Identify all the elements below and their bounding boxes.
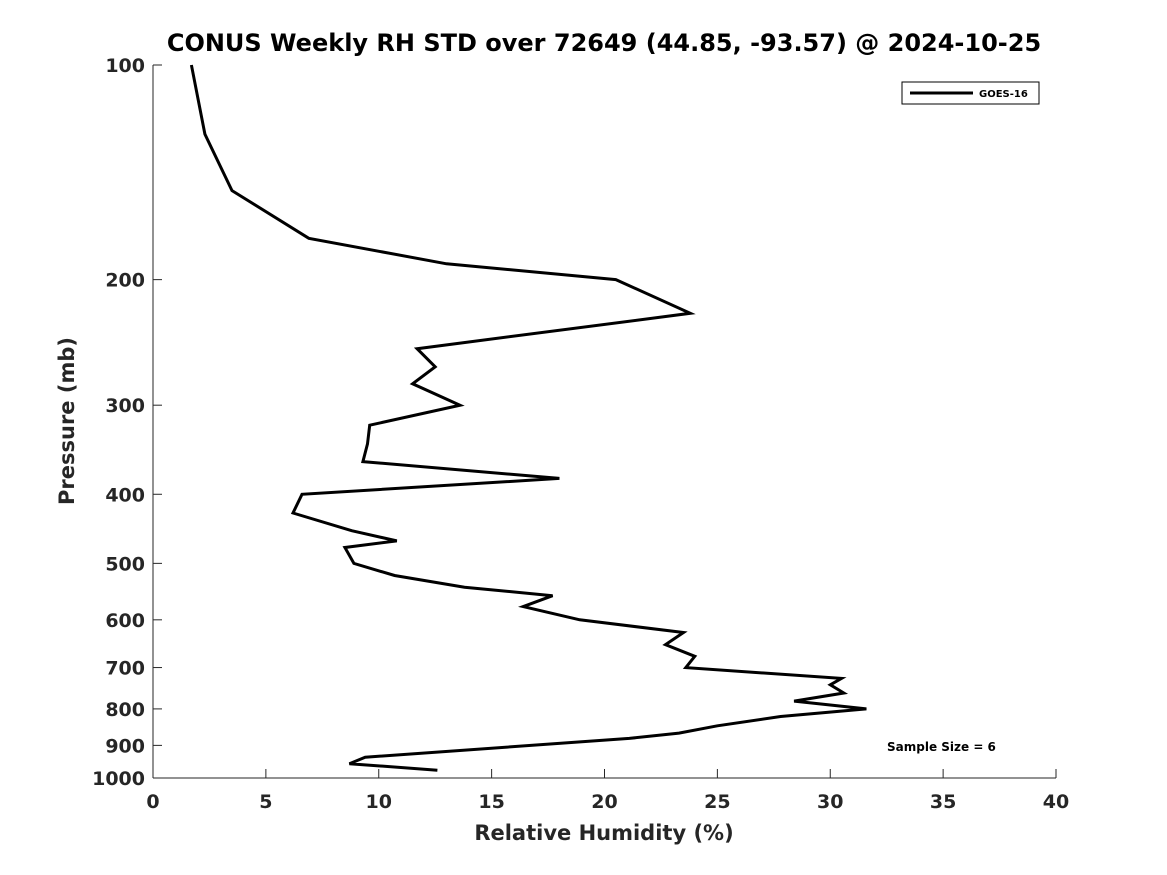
y-axis-label: Pressure (mb) (55, 337, 79, 505)
x-tick-label: 40 (1043, 791, 1069, 813)
y-tick-label: 400 (105, 484, 145, 506)
x-tick-label: 20 (591, 791, 617, 813)
x-tick-label: 0 (146, 791, 159, 813)
legend: GOES-16 (901, 81, 1040, 105)
y-tick-label: 700 (105, 658, 145, 680)
y-tick-label: 900 (105, 735, 145, 757)
y-tick-label: 100 (105, 55, 145, 77)
y-tick-label: 300 (105, 395, 145, 417)
y-tick-label: 200 (105, 270, 145, 292)
legend-label-goes-16: GOES-16 (979, 89, 1028, 100)
y-tick-label: 500 (105, 553, 145, 575)
series-line-goes-16 (189, 64, 867, 772)
x-tick-label: 35 (930, 791, 956, 813)
chart-title: CONUS Weekly RH STD over 72649 (44.85, -… (167, 29, 1041, 57)
x-axis: 0 5 10 15 20 25 30 35 40 (146, 769, 1069, 813)
y-tick-label: 600 (105, 610, 145, 632)
x-axis-label: Relative Humidity (%) (474, 821, 733, 845)
series-layer (189, 64, 867, 772)
x-tick-label: 10 (366, 791, 392, 813)
y-tick-label: 1000 (92, 768, 145, 790)
x-tick-label: 30 (817, 791, 843, 813)
y-axis: 100 200 300 400 500 600 700 800 900 1000 (92, 55, 162, 790)
x-tick-label: 15 (478, 791, 504, 813)
x-tick-label: 25 (704, 791, 730, 813)
x-tick-label: 5 (259, 791, 272, 813)
y-tick-label: 800 (105, 699, 145, 721)
sample-size-annotation: Sample Size = 6 (887, 740, 996, 754)
